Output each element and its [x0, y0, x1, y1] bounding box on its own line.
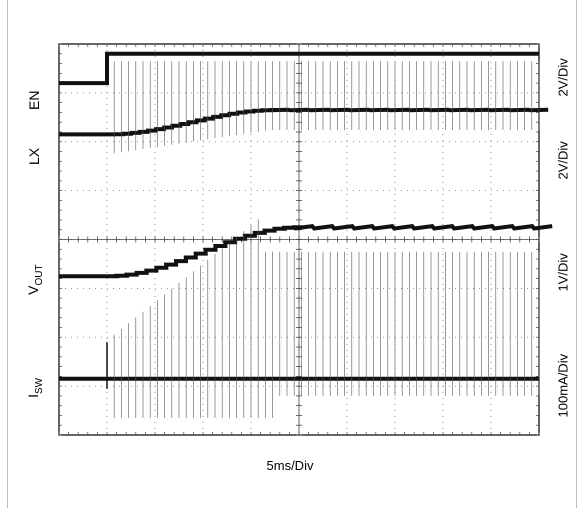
isw-sub: SW: [33, 377, 45, 395]
isw-main: I: [25, 394, 42, 398]
ylabel-lx: LX: [26, 147, 42, 165]
scale-lx: 2V/Div: [555, 141, 571, 180]
grid: [58, 43, 540, 436]
ylabel-isw: ISW: [25, 360, 45, 398]
scale-vout: 1V/Div: [555, 253, 571, 292]
scale-isw: 100mA/Div: [555, 353, 571, 418]
vout-main: V: [25, 285, 42, 295]
traces: [59, 51, 553, 418]
x-axis-label: 5ms/Div: [266, 458, 314, 473]
ylabel-en: EN: [26, 90, 42, 110]
scale-en: 2V/Div: [555, 58, 571, 97]
vout-sub: OUT: [33, 264, 45, 286]
figure-frame: [7, 0, 577, 508]
trace-en: [59, 51, 539, 86]
trace-vout: [59, 223, 553, 279]
trace-lx: [59, 107, 549, 137]
ylabel-vout: VOUT: [25, 245, 45, 295]
